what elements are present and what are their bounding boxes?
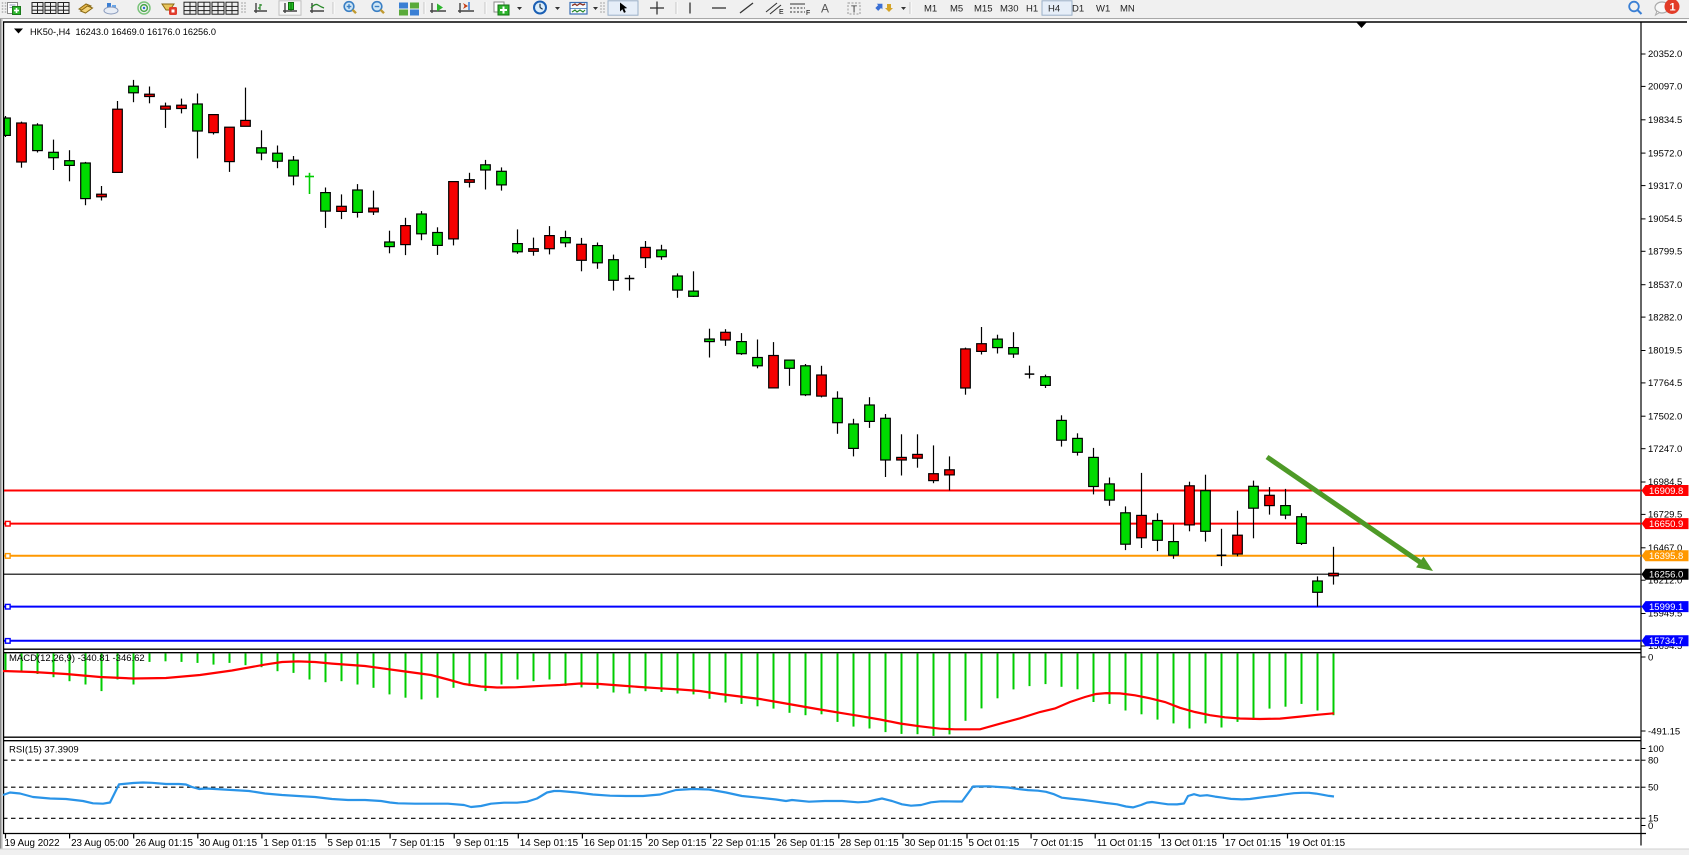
svg-text:18799.5: 18799.5 [1648, 247, 1682, 258]
svg-text:18282.0: 18282.0 [1648, 312, 1682, 323]
svg-text:15949.5: 15949.5 [1648, 609, 1682, 620]
svg-text:15694.5: 15694.5 [1648, 641, 1682, 652]
svg-text:16467.0: 16467.0 [1648, 543, 1682, 554]
svg-text:20352.0: 20352.0 [1648, 49, 1682, 60]
svg-text:16212.0: 16212.0 [1648, 575, 1682, 586]
svg-text:20097.0: 20097.0 [1648, 82, 1682, 93]
svg-text:17 Oct 01:15: 17 Oct 01:15 [1225, 838, 1282, 849]
svg-text:HK50-,H4 16243.0 16469.0 1617: HK50-,H4 16243.0 16469.0 16176.0 16256.0 [30, 27, 216, 37]
svg-text:18537.0: 18537.0 [1648, 280, 1682, 291]
svg-text:0: 0 [1648, 821, 1653, 832]
svg-text:22 Sep 01:15: 22 Sep 01:15 [712, 838, 771, 849]
svg-text:19 Oct 01:15: 19 Oct 01:15 [1289, 838, 1346, 849]
svg-text:13 Oct 01:15: 13 Oct 01:15 [1161, 838, 1218, 849]
svg-text:50: 50 [1648, 783, 1659, 794]
svg-text:18019.5: 18019.5 [1648, 346, 1682, 357]
svg-text:17764.5: 17764.5 [1648, 378, 1682, 389]
svg-text:16 Sep 01:15: 16 Sep 01:15 [584, 838, 643, 849]
svg-text:19 Aug 2022: 19 Aug 2022 [5, 838, 60, 849]
svg-text:11 Oct 01:15: 11 Oct 01:15 [1097, 838, 1153, 849]
svg-text:28 Sep 01:15: 28 Sep 01:15 [840, 838, 899, 849]
svg-text:W1: W1 [1096, 4, 1110, 15]
svg-text:19834.5: 19834.5 [1648, 115, 1682, 126]
svg-text:M1: M1 [924, 4, 937, 15]
svg-text:26 Sep 01:15: 26 Sep 01:15 [776, 838, 835, 849]
svg-text:16729.5: 16729.5 [1648, 510, 1682, 521]
svg-text:16984.5: 16984.5 [1648, 477, 1682, 488]
svg-text:19054.5: 19054.5 [1648, 214, 1682, 225]
svg-text:D1: D1 [1072, 4, 1084, 15]
svg-text:E: E [779, 9, 784, 16]
svg-text:7 Oct 01:15: 7 Oct 01:15 [1033, 838, 1084, 849]
svg-text:1: 1 [1670, 2, 1676, 14]
svg-text:5 Sep 01:15: 5 Sep 01:15 [328, 838, 381, 849]
svg-text:1 Sep 01:15: 1 Sep 01:15 [263, 838, 316, 849]
svg-text:16650.9: 16650.9 [1649, 519, 1683, 530]
svg-text:RSI(15) 37.3909: RSI(15) 37.3909 [9, 745, 79, 756]
svg-text:15734.7: 15734.7 [1649, 636, 1683, 647]
svg-text:30 Aug 01:15: 30 Aug 01:15 [199, 838, 257, 849]
svg-text:19572.0: 19572.0 [1648, 148, 1682, 159]
svg-text:M5: M5 [950, 4, 963, 15]
svg-text:T: T [851, 5, 857, 16]
svg-text:-491.15: -491.15 [1648, 727, 1680, 738]
svg-text:H4: H4 [1048, 4, 1060, 15]
svg-text:16395.8: 16395.8 [1649, 551, 1683, 562]
svg-text:30 Sep 01:15: 30 Sep 01:15 [904, 838, 963, 849]
svg-text:F: F [806, 10, 810, 17]
svg-text:15999.1: 15999.1 [1649, 602, 1683, 613]
svg-text:0: 0 [1648, 653, 1653, 664]
svg-text:M15: M15 [974, 4, 992, 15]
svg-text:23 Aug 05:00: 23 Aug 05:00 [71, 838, 129, 849]
svg-text:14 Sep 01:15: 14 Sep 01:15 [520, 838, 579, 849]
svg-text:MACD(12,26,9) -340.81 -346.62: MACD(12,26,9) -340.81 -346.62 [9, 653, 145, 664]
svg-text:17502.0: 17502.0 [1648, 411, 1682, 422]
svg-text:9 Sep 01:15: 9 Sep 01:15 [456, 838, 509, 849]
svg-text:5 Oct 01:15: 5 Oct 01:15 [969, 838, 1020, 849]
svg-text:20 Sep 01:15: 20 Sep 01:15 [648, 838, 707, 849]
svg-text:7 Sep 01:15: 7 Sep 01:15 [392, 838, 445, 849]
svg-text:80: 80 [1648, 756, 1659, 767]
svg-text:A: A [821, 2, 829, 16]
svg-text:15: 15 [1648, 814, 1659, 825]
svg-text:17247.0: 17247.0 [1648, 444, 1682, 455]
svg-text:19317.0: 19317.0 [1648, 181, 1682, 192]
svg-text:16256.0: 16256.0 [1649, 570, 1683, 581]
svg-text:26 Aug 01:15: 26 Aug 01:15 [135, 838, 193, 849]
svg-text:M30: M30 [1000, 4, 1018, 15]
svg-text:16909.8: 16909.8 [1649, 486, 1683, 497]
svg-text:H1: H1 [1026, 4, 1038, 15]
svg-text:100: 100 [1648, 744, 1664, 755]
svg-text:MN: MN [1120, 4, 1135, 15]
